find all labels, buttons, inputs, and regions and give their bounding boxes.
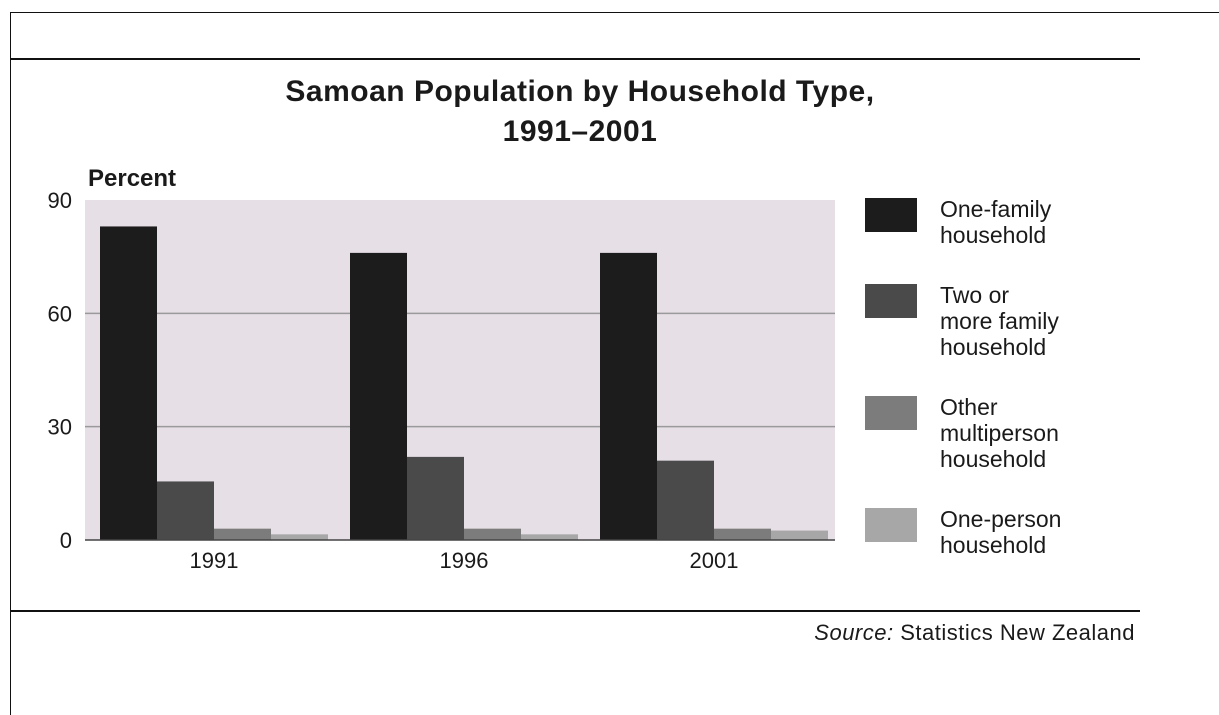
bar: [157, 481, 214, 540]
bar: [714, 528, 771, 540]
bar: [214, 528, 271, 540]
top-rule: [10, 58, 1140, 60]
legend-swatch: [865, 508, 917, 542]
y-tick-label: 60: [48, 301, 72, 326]
x-tick-label: 1991: [190, 548, 239, 573]
y-tick-label: 90: [48, 188, 72, 213]
x-tick-label: 1996: [440, 548, 489, 573]
legend-swatch: [865, 284, 917, 318]
bar: [521, 534, 578, 540]
figure-frame: [10, 12, 1219, 715]
bar: [100, 226, 157, 540]
x-tick-label: 2001: [690, 548, 739, 573]
y-tick-label: 0: [60, 528, 72, 553]
bottom-rule: [10, 610, 1140, 612]
legend-label: One-family household: [940, 196, 1052, 248]
legend-swatch: [865, 396, 917, 430]
y-axis-label: Percent: [88, 165, 177, 192]
bar: [350, 252, 407, 540]
bar-chart: 0 30 60 90 1991 1996 2001: [48, 188, 835, 573]
source-label: Source:: [814, 620, 894, 645]
source-text: Statistics New Zealand: [900, 620, 1135, 645]
legend-swatch: [865, 198, 917, 232]
bar: [464, 528, 521, 540]
bar: [271, 534, 328, 540]
legend-label: Two or more family household: [940, 282, 1059, 360]
source-note: Source: Statistics New Zealand: [814, 620, 1135, 646]
bar: [407, 456, 464, 540]
chart-title: Samoan Population by Household Type, 199…: [285, 75, 875, 148]
bar: [657, 460, 714, 540]
legend-label: Other multiperson household: [940, 394, 1059, 472]
bar: [771, 530, 828, 540]
legend-label: One-person household: [940, 506, 1062, 558]
bar: [600, 252, 657, 540]
y-tick-label: 30: [48, 415, 72, 440]
